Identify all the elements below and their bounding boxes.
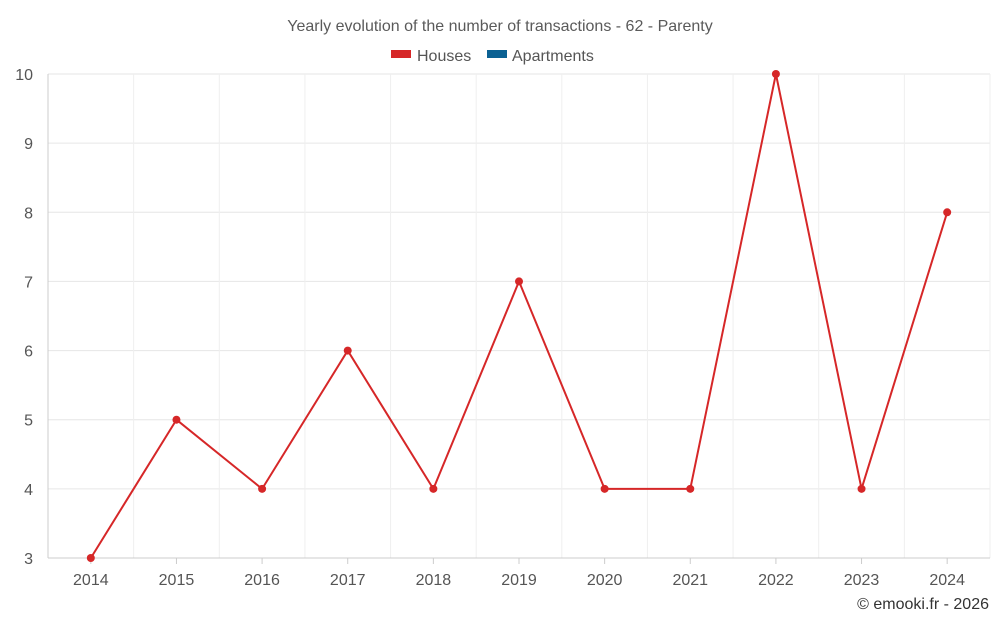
x-tick-label: 2016 <box>244 572 280 589</box>
data-point <box>857 484 866 493</box>
legend-swatch-houses <box>391 50 411 58</box>
credit-text: © emooki.fr - 2026 <box>857 596 989 613</box>
data-point <box>172 415 181 424</box>
x-tick-label: 2021 <box>672 572 708 589</box>
data-point <box>258 484 267 493</box>
y-axis: 3 4 5 6 7 8 9 10 <box>15 67 33 568</box>
data-point <box>429 484 438 493</box>
y-tick-label: 4 <box>24 482 33 499</box>
data-point <box>515 277 523 286</box>
x-tick-label: 2015 <box>159 572 195 589</box>
data-point <box>943 208 952 217</box>
x-tick-label: 2017 <box>330 572 366 589</box>
legend-label-apartments[interactable]: Apartments <box>512 48 594 65</box>
legend-swatch-apartments <box>487 50 507 58</box>
series-layer <box>86 70 952 562</box>
x-tick-label: 2014 <box>73 572 109 589</box>
y-tick-label: 7 <box>24 274 33 291</box>
legend: Houses Apartments <box>391 48 594 65</box>
y-tick-label: 9 <box>24 136 33 153</box>
data-point <box>771 70 780 78</box>
y-tick-label: 8 <box>24 205 33 222</box>
x-tick-label: 2020 <box>587 572 623 589</box>
x-tick-label: 2023 <box>844 572 880 589</box>
grid <box>47 73 991 559</box>
data-point <box>343 346 352 355</box>
x-axis: 2014 2015 2016 2017 2018 2019 2020 2021 2022 2023… <box>73 558 965 589</box>
y-tick-label: 3 <box>24 551 33 568</box>
x-tick-label: 2018 <box>416 572 452 589</box>
x-tick-label: 2019 <box>501 572 537 589</box>
x-tick-label: 2022 <box>758 572 794 589</box>
data-point <box>600 484 609 493</box>
data-point <box>686 484 695 493</box>
chart-title: Yearly evolution of the number of transa… <box>287 18 712 35</box>
y-tick-label: 5 <box>24 413 33 430</box>
legend-label-houses[interactable]: Houses <box>417 48 471 65</box>
y-tick-label: 10 <box>15 67 33 84</box>
x-tick-label: 2024 <box>929 572 965 589</box>
data-point <box>86 554 95 562</box>
y-tick-label: 6 <box>24 344 33 361</box>
